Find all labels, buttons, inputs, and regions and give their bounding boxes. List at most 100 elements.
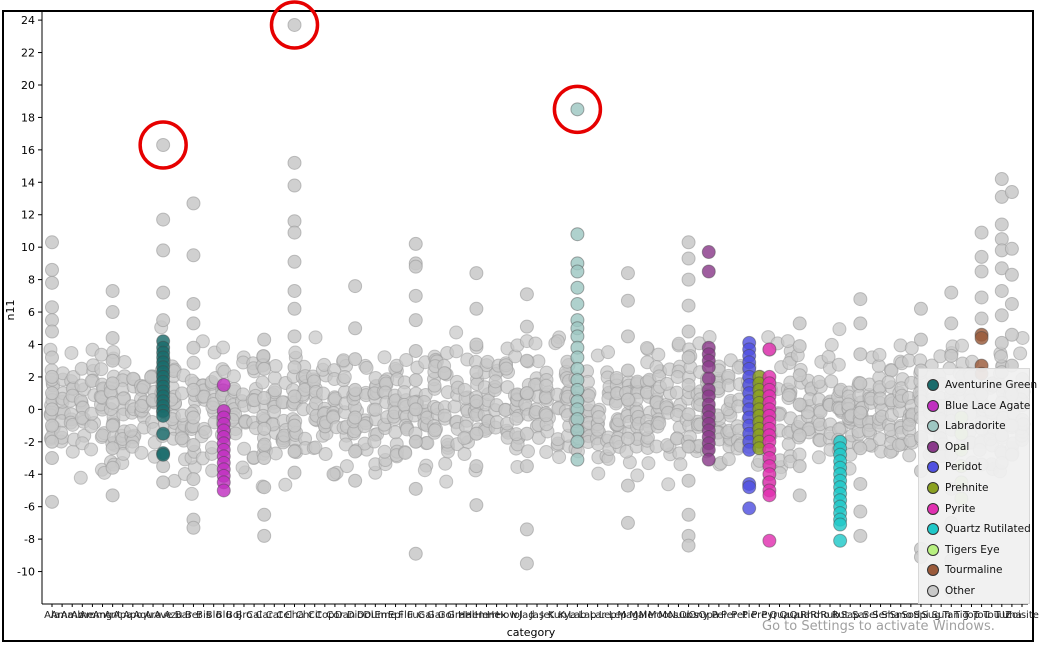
x-tick-label: Sel: [863, 610, 878, 621]
other-point: [408, 434, 423, 449]
other-point: [673, 457, 688, 472]
other-point: [681, 407, 696, 422]
other-point: [84, 419, 99, 434]
labradorite-point: [570, 227, 585, 242]
x-tick-label: Qua: [769, 610, 789, 621]
other-point: [368, 402, 383, 417]
x-tick-label: Car: [256, 610, 274, 621]
legend-label: Quartz Rutilated: [945, 523, 1031, 536]
labradorite-point: [570, 264, 585, 279]
x-tick-label: Hex: [487, 610, 506, 621]
other-point: [367, 434, 382, 449]
x-tick-label: Tou: [972, 610, 990, 621]
x-tick-label: Cit: [308, 610, 322, 621]
peridot-point: [742, 501, 757, 516]
other-point: [45, 262, 59, 277]
x-tick-label: Azu: [164, 610, 182, 621]
other-point: [348, 473, 363, 488]
legend-label: Tigers Eye: [945, 543, 1000, 556]
other-point: [45, 275, 59, 290]
labradorite-point: [570, 102, 585, 117]
other-point: [105, 283, 120, 298]
legend-label: Tourmaline: [945, 564, 1003, 577]
legend-swatch-aventurine-green: [927, 379, 939, 391]
other-point: [681, 235, 696, 250]
other-point: [1004, 296, 1019, 311]
other-point: [348, 279, 363, 294]
other-point: [287, 178, 302, 193]
other-point: [681, 298, 696, 313]
x-tick-label: Dum: [363, 610, 387, 621]
other-point: [123, 423, 138, 438]
x-tick-label: Rub: [820, 610, 839, 621]
other-point: [45, 386, 59, 401]
x-tick-label: Dio: [347, 610, 364, 621]
y-tick-label: 16: [21, 144, 35, 157]
blue-lace-agate-point: [216, 483, 231, 498]
other-point: [660, 438, 675, 453]
other-point: [357, 419, 372, 434]
other-point: [278, 477, 293, 492]
other-point: [832, 322, 847, 337]
x-tick-label: Ara: [144, 610, 161, 621]
other-point: [156, 313, 171, 328]
other-point: [853, 476, 868, 491]
other-point: [620, 392, 635, 407]
other-point: [469, 266, 484, 281]
other-point: [659, 376, 674, 391]
x-tick-label: Zoisite: [1005, 610, 1039, 621]
other-point: [398, 445, 413, 460]
x-tick-label: Sap: [841, 610, 860, 621]
other-point: [437, 408, 452, 423]
other-point: [399, 352, 414, 367]
other-point: [174, 431, 189, 446]
other-point: [955, 338, 970, 353]
other-point: [156, 475, 171, 490]
x-tick-label: Eme: [374, 610, 396, 621]
x-tick-label: Aqu: [133, 610, 152, 621]
other-point: [198, 425, 213, 440]
legend-swatch-tigers-eye: [927, 543, 939, 556]
labradorite-point: [570, 434, 585, 449]
other-point: [591, 410, 606, 425]
other-point: [235, 460, 250, 475]
other-point: [913, 332, 928, 347]
x-tick-label: Nuu: [668, 610, 688, 621]
other-point: [853, 292, 868, 307]
x-tick-label: Lep: [609, 610, 627, 621]
x-tick-label: Pei: [712, 610, 727, 621]
other-point: [519, 353, 534, 368]
other-point: [377, 350, 392, 365]
other-point: [780, 334, 795, 349]
other-point: [521, 444, 536, 459]
other-point: [66, 369, 81, 384]
other-point: [64, 345, 79, 360]
other-point: [94, 362, 109, 377]
other-point: [205, 463, 220, 478]
x-tick-label: Ber: [185, 610, 203, 621]
other-point: [437, 366, 452, 381]
x-tick-label: Pet: [731, 610, 747, 621]
other-point: [469, 394, 484, 409]
other-point: [186, 520, 201, 535]
other-point: [186, 196, 201, 211]
legend-label: Prehnite: [945, 482, 989, 494]
pyrite-point: [762, 533, 777, 548]
other-point: [639, 340, 654, 355]
y-tick-label: 22: [21, 47, 35, 60]
x-tick-label: Tan: [942, 610, 960, 621]
other-point: [1013, 346, 1028, 361]
other-point: [552, 450, 567, 465]
other-point: [257, 528, 272, 543]
x-tick-label: Jad: [518, 610, 534, 621]
legend-swatch-opal: [927, 440, 939, 453]
legend-swatch-tourmaline: [927, 564, 939, 577]
other-point: [601, 345, 616, 360]
x-tick-label: Ama: [51, 610, 74, 621]
x-tick-label: Rho: [810, 610, 829, 621]
legend-label: Opal: [945, 440, 970, 453]
x-tick-label: Cha: [285, 610, 304, 621]
x-tick-label: Dan: [335, 610, 355, 621]
x-tick-label: Fuc: [407, 610, 424, 621]
other-point: [721, 452, 736, 467]
